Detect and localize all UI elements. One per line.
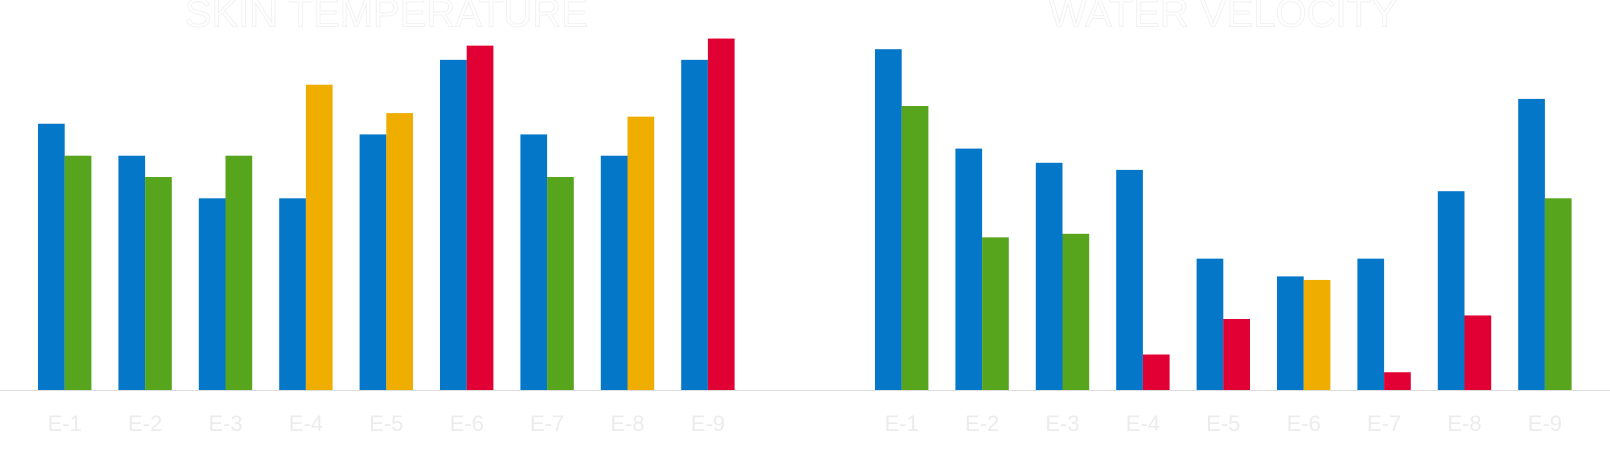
bar bbox=[1035, 162, 1063, 390]
x-tick-label: E-6 bbox=[450, 411, 484, 436]
x-tick-label: E-8 bbox=[1447, 411, 1481, 436]
x-tick-label: E-4 bbox=[1126, 411, 1160, 436]
bar bbox=[386, 113, 413, 390]
bar bbox=[1223, 319, 1250, 390]
bar bbox=[1518, 98, 1545, 391]
bar bbox=[707, 38, 735, 391]
bar bbox=[466, 45, 494, 391]
x-tick-label: E-1 bbox=[885, 411, 919, 436]
bar bbox=[600, 155, 628, 390]
bar bbox=[1303, 279, 1331, 390]
chart-title: WATER VELOCITY bbox=[1049, 0, 1398, 36]
x-tick-label: E-1 bbox=[48, 411, 82, 436]
x-tick-label: E-4 bbox=[289, 411, 323, 436]
bar bbox=[225, 155, 253, 390]
bar bbox=[1357, 258, 1385, 390]
bar bbox=[359, 134, 387, 390]
bar bbox=[1142, 354, 1170, 390]
x-tick-label: E-2 bbox=[128, 411, 162, 436]
x-tick-label: E-9 bbox=[691, 411, 725, 436]
bar bbox=[547, 177, 574, 390]
bar bbox=[38, 123, 65, 390]
bar bbox=[1544, 198, 1572, 390]
bar bbox=[1277, 276, 1304, 390]
bar bbox=[681, 59, 708, 390]
chart-title: SKIN TEMPERATURE bbox=[185, 0, 588, 36]
bar bbox=[279, 198, 306, 390]
bar bbox=[982, 237, 1009, 390]
bar bbox=[305, 84, 333, 390]
bar bbox=[145, 177, 172, 390]
x-tick-label: E-3 bbox=[208, 411, 242, 436]
bar bbox=[1464, 315, 1492, 390]
bar bbox=[875, 49, 902, 390]
x-tick-label: E-5 bbox=[369, 411, 403, 436]
bar bbox=[901, 106, 929, 390]
x-tick-label: E-6 bbox=[1287, 411, 1321, 436]
x-tick-label: E-2 bbox=[965, 411, 999, 436]
x-tick-label: E-7 bbox=[530, 411, 564, 436]
bar bbox=[520, 134, 548, 390]
bar bbox=[1116, 169, 1143, 390]
bar bbox=[955, 148, 983, 390]
bar bbox=[1196, 258, 1224, 390]
bar bbox=[1437, 191, 1465, 390]
bar bbox=[64, 155, 92, 390]
x-tick-label: E-9 bbox=[1528, 411, 1562, 436]
bar bbox=[627, 116, 655, 391]
bar bbox=[198, 198, 226, 390]
bar bbox=[1062, 233, 1090, 390]
x-tick-label: E-3 bbox=[1045, 411, 1079, 436]
bar bbox=[1384, 372, 1411, 390]
bar bbox=[118, 155, 146, 390]
x-tick-label: E-8 bbox=[610, 411, 644, 436]
x-tick-label: E-5 bbox=[1206, 411, 1240, 436]
x-tick-label: E-7 bbox=[1367, 411, 1401, 436]
bar bbox=[440, 59, 467, 390]
